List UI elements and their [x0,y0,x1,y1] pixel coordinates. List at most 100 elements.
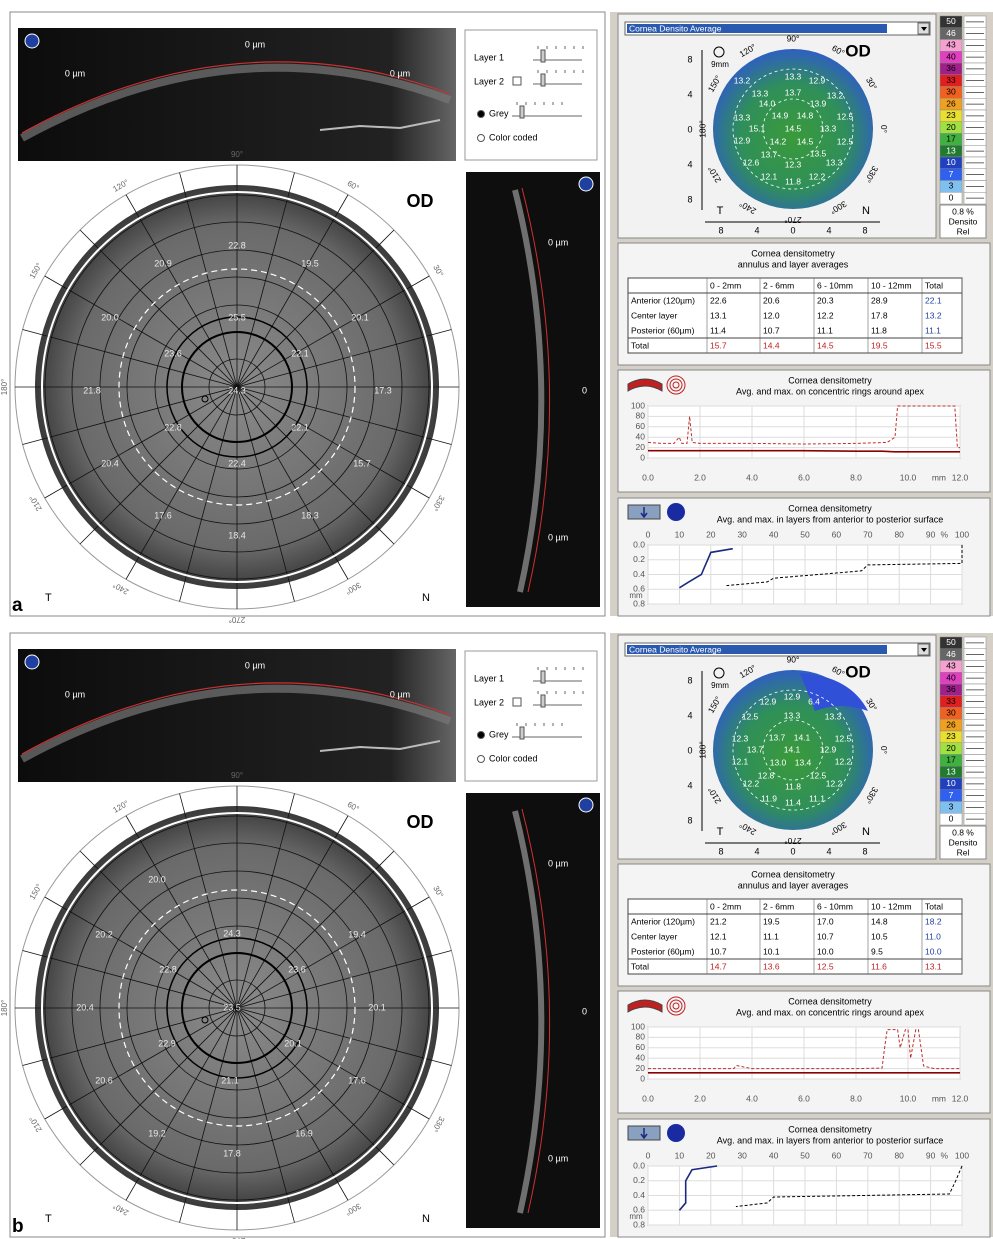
density-value: 12.5 [835,733,852,743]
orientation-icon [579,177,593,191]
x-tick-label: 2.0 [694,472,706,482]
density-value: 13.3 [826,157,843,167]
x-tick-label: 12.0 [952,472,969,482]
scale-footer-label: Rel [957,847,970,857]
map-y-label: 4 [687,710,692,720]
checkbox[interactable] [513,698,521,706]
segment-value: 25.5 [228,312,246,322]
y-tick-label: 100 [631,1021,645,1031]
degree-label: 180° [0,379,9,396]
table-frame [628,899,962,974]
density-value: 15.1 [749,123,766,133]
segment-value: 20.0 [148,874,166,884]
x-tick-label: 4.0 [746,1093,758,1103]
row-label: Center layer [631,931,677,941]
x-tick-label: 100 [955,1150,969,1160]
table-cell: 10.0 [925,946,942,956]
table-header: 6 - 10mm [817,280,853,290]
zoom-label: 9mm [711,60,729,69]
table-header: 2 - 6mm [763,901,794,911]
scale-label: 10 [946,778,956,788]
map-y-label: 8 [687,54,692,64]
slider-thumb[interactable] [541,695,545,707]
nasal-label: N [862,826,870,838]
slider-thumb[interactable] [520,727,524,739]
table-cell: 28.9 [871,295,888,305]
slider-thumb[interactable] [541,50,545,62]
density-value: 12.6 [743,157,760,167]
y-tick-label: 0.2 [633,1175,645,1185]
segment-value: 17.6 [348,1075,366,1085]
x-tick-label: 10.0 [900,1093,917,1103]
density-value: 14.1 [794,732,811,742]
segment-value: 24.3 [223,928,241,938]
control-label: Layer 2 [474,76,504,86]
control-label: Color coded [489,753,538,763]
orientation-icon [25,34,39,48]
segment-value: 15.7 [353,458,371,468]
table-cell: 12.5 [817,961,834,971]
radio-grey[interactable] [478,111,485,118]
orientation-icon [579,798,593,812]
depth-label: 0 µm [245,39,265,49]
density-value: 11.8 [785,781,801,791]
degree-label: 270° [784,215,802,225]
radio-grey[interactable] [478,732,485,739]
map-x-label: 4 [754,846,759,856]
density-value: 12.2 [835,756,852,766]
degree-label: 270° [784,836,802,846]
orientation-icon [25,655,39,669]
segment-value: 22.1 [291,422,309,432]
slider-thumb[interactable] [541,74,545,86]
density-value: 13.7 [761,149,778,159]
x-tick-label: 20 [706,529,716,539]
page: {"panels":[ {"letter":"a", "scheimpflug_… [0,0,993,1239]
x-tick-label: 100 [955,529,969,539]
table-cell: 9.5 [871,946,883,956]
segment-value: 20.1 [351,312,369,322]
map-x-label: 4 [826,225,831,235]
scale-label: 23 [946,110,956,120]
x-tick-label: 8.0 [850,1093,862,1103]
table-header: 6 - 10mm [817,901,853,911]
scale-label: 50 [946,637,956,647]
table-cell: 15.5 [925,340,942,350]
density-value: 13.3 [752,88,769,98]
degree-label: 180° [697,741,707,759]
nasal-label: N [862,205,870,217]
map-y-label: 4 [687,159,692,169]
table-cell: 21.2 [710,916,727,926]
panel-letter: a [12,595,23,616]
radio-color[interactable] [478,756,485,763]
degree-label: 270° [229,615,246,624]
depth-label: 0 µm [390,689,410,699]
y-tick-label: 100 [631,400,645,410]
chart-subtitle: Avg. and max. in layers from anterior to… [717,1135,943,1145]
segment-value: 20.0 [101,312,119,322]
table-cell: 13.1 [710,310,727,320]
density-value: 12.5 [742,711,759,721]
table-cell: 10.7 [817,931,834,941]
density-value: 12.8 [758,770,775,780]
slider-thumb[interactable] [520,106,524,118]
screenshot: 0 µm0 µm0 µmLayer 1Layer 2GreyColor code… [0,0,993,1239]
table-subtitle: annulus and layer averages [738,259,849,269]
density-value: 13.9 [810,98,827,108]
x-tick-label: 0 [646,529,651,539]
x-tick-label: 60 [832,529,842,539]
x-unit: mm [932,1093,946,1103]
x-tick-label: 50 [800,1150,810,1160]
density-value: 12.5 [837,111,854,121]
scale-label: 13 [946,145,956,155]
x-tick-label: 30 [737,1150,747,1160]
table-cell: 19.5 [871,340,888,350]
scale-label: 33 [946,696,956,706]
slider-thumb[interactable] [541,671,545,683]
radio-color[interactable] [478,135,485,142]
scale-label: 3 [949,802,954,812]
y-tick-label: 20 [636,442,646,452]
x-tick-label: 20 [706,1150,716,1160]
checkbox[interactable] [513,77,521,85]
table-title: Cornea densitometry [751,869,835,879]
row-label: Anterior (120µm) [631,916,695,926]
